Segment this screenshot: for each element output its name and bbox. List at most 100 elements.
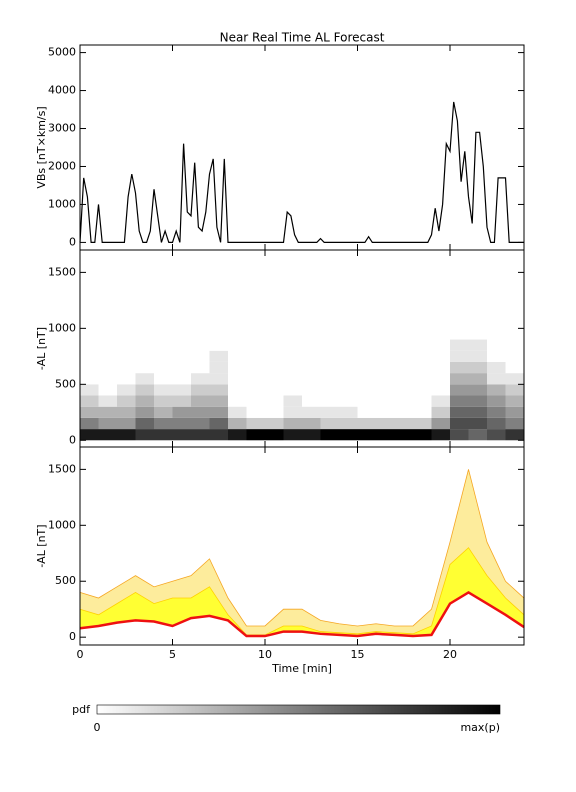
pdf-cell xyxy=(191,417,210,430)
pdf-cell xyxy=(505,373,524,385)
pdf-cell xyxy=(487,373,506,385)
x-tick-label: 10 xyxy=(258,648,272,661)
y-tick-label: 0 xyxy=(69,235,76,248)
pdf-cell xyxy=(191,384,210,396)
pdf-cell xyxy=(450,339,469,351)
pdf-cell xyxy=(394,429,413,441)
pdf-cell xyxy=(431,384,450,396)
pdf-cell xyxy=(98,429,117,441)
pdf-cell xyxy=(154,395,173,407)
pdf-cell xyxy=(191,406,210,418)
pdf-cell xyxy=(320,429,339,441)
pdf-cell xyxy=(172,350,191,362)
pdf-cell xyxy=(228,406,247,418)
pdf-cell xyxy=(468,429,487,441)
pdf-cell xyxy=(357,361,376,374)
pdf-cell xyxy=(246,373,265,385)
pdf-cell xyxy=(283,339,302,351)
pdf-cell xyxy=(505,350,524,362)
pdf-cell xyxy=(376,361,395,374)
pdf-cell xyxy=(431,429,450,441)
x-tick-label: 15 xyxy=(351,648,365,661)
pdf-cell xyxy=(265,406,284,418)
pdf-cell xyxy=(209,406,228,418)
pdf-cell xyxy=(339,361,358,374)
pdf-cell xyxy=(283,361,302,374)
pdf-cell xyxy=(413,339,432,351)
pdf-cell xyxy=(450,395,469,407)
pdf-cell xyxy=(376,429,395,441)
pdf-cell xyxy=(191,373,210,385)
pdf-cell xyxy=(413,417,432,430)
pdf-cell xyxy=(505,429,524,441)
pdf-cell xyxy=(135,417,154,430)
pdf-cell xyxy=(98,373,117,385)
pdf-cell xyxy=(191,361,210,374)
pdf-cell xyxy=(228,417,247,430)
pdf-cell xyxy=(468,373,487,385)
pdf-cell xyxy=(209,339,228,351)
y-tick-label: 1000 xyxy=(48,321,76,334)
pdf-cell xyxy=(80,384,99,396)
pdf-cell xyxy=(357,406,376,418)
pdf-cell xyxy=(505,361,524,374)
pdf-cell xyxy=(283,406,302,418)
pdf-cell xyxy=(135,339,154,351)
x-axis-label: Time [min] xyxy=(271,662,332,675)
x-tick-label: 5 xyxy=(169,648,176,661)
y-tick-label: 0 xyxy=(69,433,76,446)
pdf-cell xyxy=(320,406,339,418)
pdf-cell xyxy=(431,373,450,385)
pdf-cell xyxy=(80,395,99,407)
pdf-cell xyxy=(80,406,99,418)
pdf-cell xyxy=(413,395,432,407)
pdf-cell xyxy=(320,373,339,385)
pdf-cell xyxy=(117,373,136,385)
pdf-cell xyxy=(468,417,487,430)
pdf-cell xyxy=(80,417,99,430)
pdf-cell xyxy=(302,350,321,362)
pdf-cell xyxy=(228,395,247,407)
pdf-cell xyxy=(487,417,506,430)
x-tick-label: 20 xyxy=(443,648,457,661)
y-tick-label: 500 xyxy=(55,574,76,587)
pdf-cell xyxy=(172,417,191,430)
pdf-cell xyxy=(431,339,450,351)
pdf-cell xyxy=(302,361,321,374)
y-tick-label: 0 xyxy=(69,630,76,643)
pdf-cell xyxy=(487,395,506,407)
pdf-cell xyxy=(302,373,321,385)
pdf-cell xyxy=(376,406,395,418)
pdf-cell xyxy=(265,361,284,374)
pdf-cell xyxy=(98,339,117,351)
pdf-cell xyxy=(172,373,191,385)
pdf-cell xyxy=(209,417,228,430)
pdf-cell xyxy=(487,406,506,418)
pdf-cell xyxy=(246,406,265,418)
plot-frame xyxy=(79,446,525,646)
pdf-cell xyxy=(431,406,450,418)
pdf-cell xyxy=(80,350,99,362)
pdf-cell xyxy=(154,384,173,396)
pdf-cell xyxy=(154,429,173,441)
pdf-cell xyxy=(376,417,395,430)
pdf-cell xyxy=(487,429,506,441)
pdf-cell xyxy=(394,395,413,407)
pdf-cell xyxy=(376,395,395,407)
pdf-cell xyxy=(172,384,191,396)
pdf-cell xyxy=(376,339,395,351)
pdf-cell xyxy=(394,417,413,430)
pdf-cell xyxy=(172,406,191,418)
pdf-cell xyxy=(172,395,191,407)
pdf-cell xyxy=(246,384,265,396)
pdf-cell xyxy=(320,395,339,407)
y-tick-label: 1500 xyxy=(48,265,76,278)
pdf-cell xyxy=(487,361,506,374)
pdf-cell xyxy=(376,373,395,385)
pdf-cell xyxy=(154,361,173,374)
pdf-cell xyxy=(265,373,284,385)
pdf-cell xyxy=(265,384,284,396)
pdf-cell xyxy=(357,339,376,351)
pdf-cell xyxy=(135,406,154,418)
y-tick-label: 1000 xyxy=(48,518,76,531)
